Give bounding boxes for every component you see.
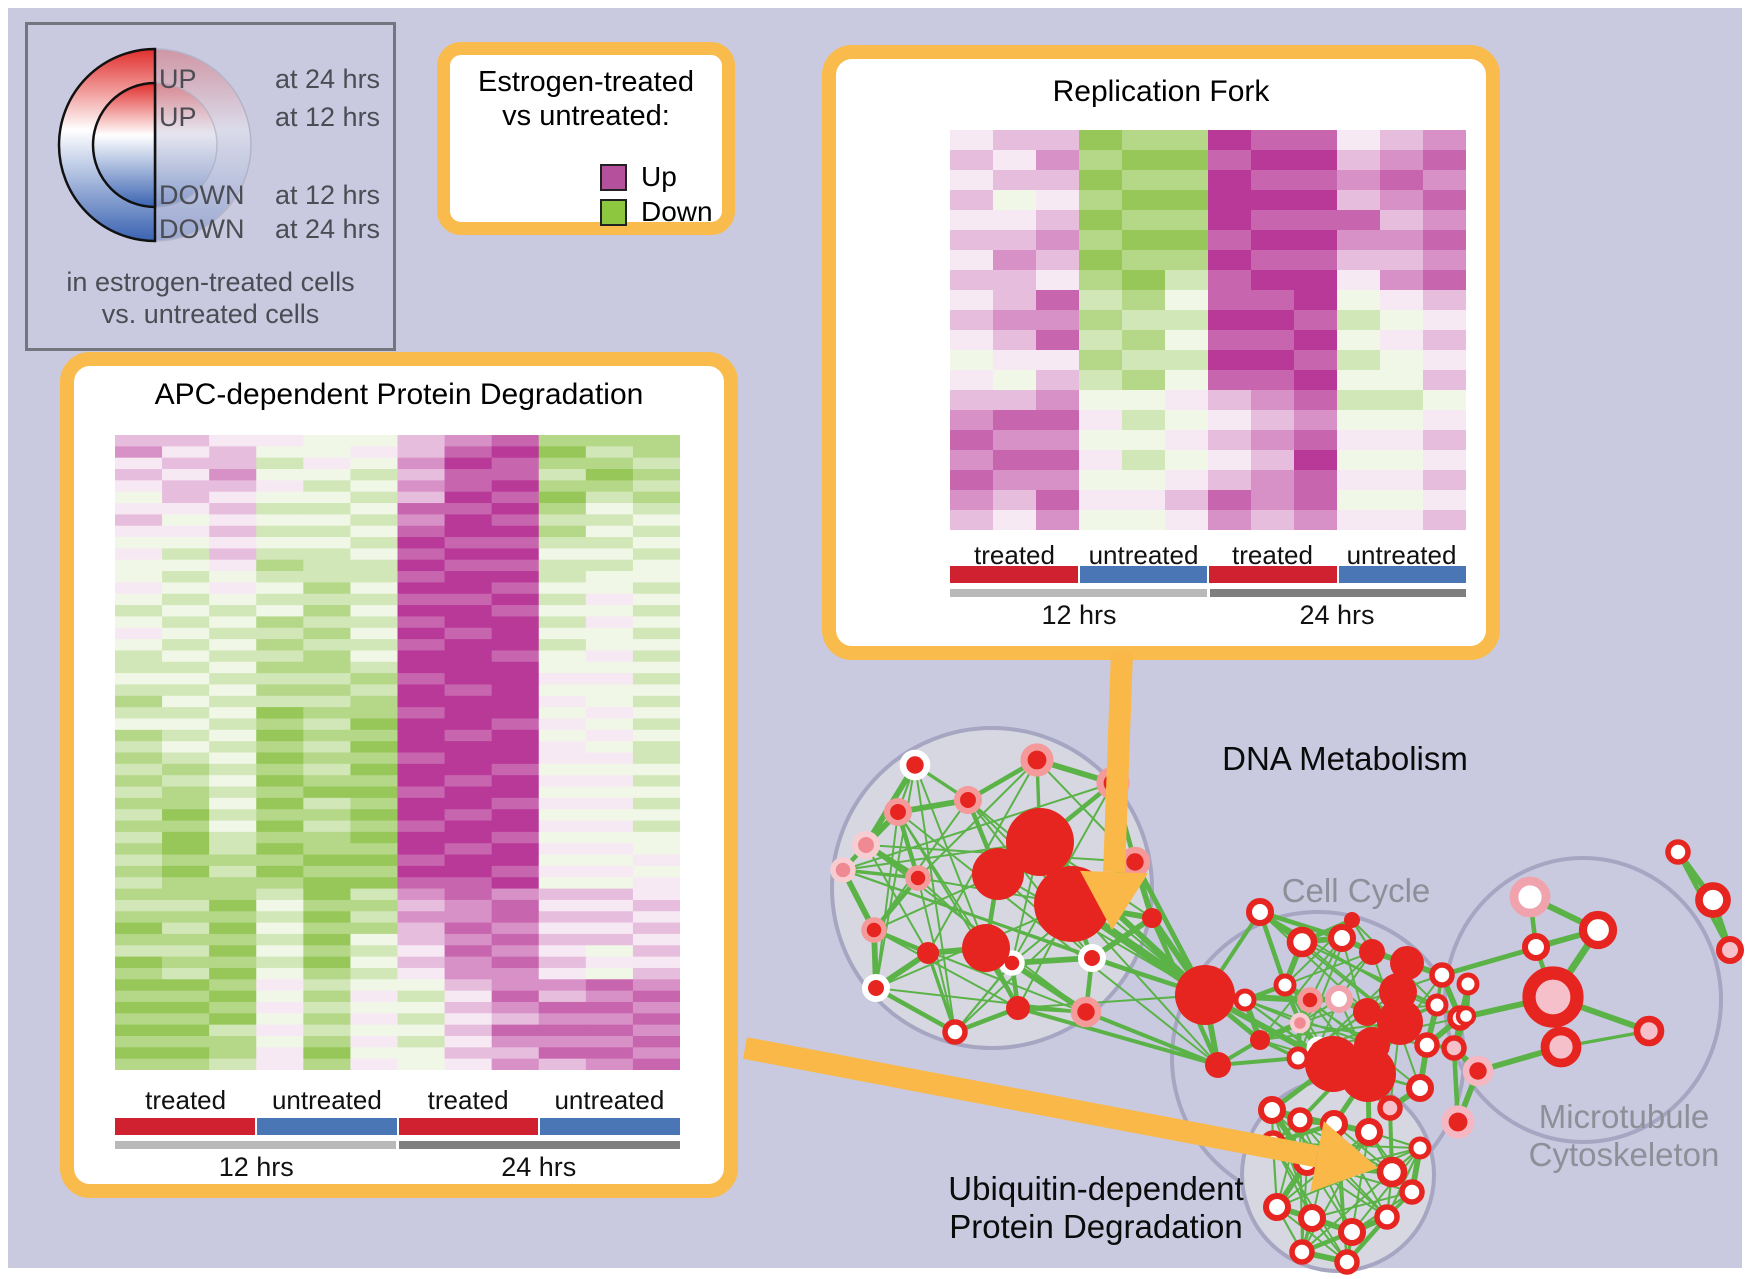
legend-footnote-line1: in estrogen-treated cells <box>66 267 355 297</box>
rf-bar-untreated-12 <box>1079 566 1207 583</box>
rf-bar-treated-12 <box>950 566 1078 583</box>
legend-up-12-time: at 12 hrs <box>275 102 381 132</box>
down-color-swatch <box>600 198 627 226</box>
legend-down-12-time: at 12 hrs <box>275 180 381 210</box>
microtubule-line2: Cytoskeleton <box>1528 1135 1720 1173</box>
ubiquitin-line2: Protein Degradation <box>949 1207 1243 1245</box>
legend-up-24-time: at 24 hrs <box>275 64 381 94</box>
cluster-label-cell-cycle: Cell Cycle <box>1281 872 1431 909</box>
apc-condition-bars <box>115 1118 680 1135</box>
legend-down-24-time: at 24 hrs <box>275 214 381 244</box>
rf-label-24hrs: 24 hrs <box>1299 600 1375 630</box>
ring-legend-box: UP at 24 hrs UP at 12 hrs DOWN at 12 hrs… <box>25 22 396 351</box>
color-legend-title-line1: Estrogen-treated <box>477 66 694 98</box>
apc-group-treated-24: treated <box>427 1085 509 1115</box>
rf-group-untreated-12: untreated <box>1088 540 1199 570</box>
apc-group-treated-12: treated <box>145 1085 227 1115</box>
up-label: Up <box>641 161 677 192</box>
legend-up-12-dir: UP <box>159 102 197 132</box>
rf-heatmap <box>950 130 1466 530</box>
apc-heatmap <box>115 435 680 1070</box>
down-label: Down <box>641 196 713 227</box>
apc-time-bars <box>115 1141 680 1149</box>
color-legend-title-line2: vs untreated: <box>502 100 670 133</box>
rf-group-labels: treated untreated treated untreated <box>950 540 1466 571</box>
apc-bar-treated-12 <box>115 1118 255 1135</box>
rf-time-labels: 12 hrs 24 hrs <box>950 600 1466 631</box>
rf-panel-title: Replication Fork <box>1052 75 1270 108</box>
rf-bar-treated-24 <box>1209 566 1337 583</box>
up-color-swatch <box>600 163 627 191</box>
apc-group-untreated-12: untreated <box>271 1085 382 1115</box>
apc-bar-untreated-12 <box>256 1118 397 1135</box>
apc-group-untreated-24: untreated <box>554 1085 665 1115</box>
apc-bar-untreated-24 <box>540 1118 680 1135</box>
rf-group-treated-24: treated <box>1232 540 1313 570</box>
cluster-label-microtubule: Microtubule Cytoskeleton <box>1504 1098 1744 1174</box>
replication-fork-panel: Replication Fork treated untreated treat… <box>822 45 1500 660</box>
apc-panel-title: APC-dependent Protein Degradation <box>154 378 644 411</box>
color-legend-box: Estrogen-treated vs untreated: Up Down <box>437 42 735 235</box>
ubiquitin-line1: Ubiquitin-dependent <box>948 1170 1244 1207</box>
microtubule-line1: Microtubule <box>1538 1098 1710 1135</box>
apc-group-labels: treated untreated treated untreated <box>115 1085 680 1116</box>
rf-group-treated-12: treated <box>974 540 1055 570</box>
legend-up-24-dir: UP <box>159 64 197 94</box>
cluster-label-ubiquitin: Ubiquitin-dependent Protein Degradation <box>938 1170 1254 1246</box>
legend-down-24-dir: DOWN <box>159 214 245 244</box>
rf-time-bars <box>950 589 1466 597</box>
apc-heatmap-panel: APC-dependent Protein Degradation treate… <box>60 352 738 1198</box>
rf-bar-untreated-24 <box>1338 566 1466 583</box>
rf-timebar-24 <box>1209 589 1466 597</box>
up-down-ring-diagram <box>57 47 252 243</box>
rf-condition-bars <box>950 566 1466 583</box>
rf-group-untreated-24: untreated <box>1346 540 1457 570</box>
rf-timebar-12 <box>950 589 1207 597</box>
apc-label-24hrs: 24 hrs <box>501 1152 577 1182</box>
apc-label-12hrs: 12 hrs <box>218 1152 294 1182</box>
cluster-label-dna-metabolism: DNA Metabolism <box>1222 740 1468 777</box>
legend-down-12-dir: DOWN <box>159 180 245 210</box>
apc-timebar-24 <box>399 1141 680 1149</box>
rf-label-12hrs: 12 hrs <box>1041 600 1117 630</box>
legend-footnote-line2: vs. untreated cells <box>101 299 320 329</box>
apc-time-labels: 12 hrs 24 hrs <box>115 1152 680 1183</box>
apc-timebar-12 <box>115 1141 396 1149</box>
apc-bar-treated-24 <box>398 1118 539 1135</box>
